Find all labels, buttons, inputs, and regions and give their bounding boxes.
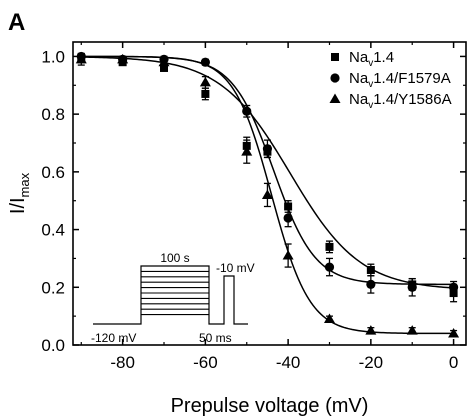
x-tick-label: 0 bbox=[449, 353, 458, 372]
data-point-triangle bbox=[365, 325, 377, 335]
data-point-square bbox=[160, 63, 169, 72]
data-point-triangle bbox=[282, 250, 294, 260]
data-point-triangle bbox=[448, 327, 460, 338]
fit-curve-square bbox=[81, 56, 454, 289]
y-tick-label: 0.0 bbox=[41, 336, 65, 355]
data-point-circle bbox=[242, 106, 252, 116]
legend-label-rest: 1.4 bbox=[373, 49, 394, 66]
y-axis-title-sub: max bbox=[17, 172, 32, 197]
y-axis-title: I/Imax bbox=[7, 172, 32, 214]
plot-frame bbox=[72, 41, 467, 346]
legend-marker-triangle bbox=[329, 93, 341, 103]
legend-label-subscript: v bbox=[368, 79, 373, 90]
data-point-triangle bbox=[406, 325, 418, 335]
y-tick-label: 0.4 bbox=[41, 221, 65, 240]
data-point-square bbox=[201, 89, 210, 98]
data-point-circle bbox=[366, 279, 376, 289]
data-point-triangle bbox=[158, 56, 170, 67]
axes: -80 -60 -40 -20 0 0.0 0.2 0.4 0.6 0.8 1.0 Prepulse … bbox=[7, 42, 466, 417]
data-point-square bbox=[325, 242, 334, 251]
legend-label-rest: 1.4/Y1586A bbox=[373, 91, 451, 108]
inset-step-duration: 100 s bbox=[160, 251, 189, 265]
data-point-circle bbox=[283, 213, 293, 223]
inset-gap-duration: 50 ms bbox=[199, 331, 232, 345]
x-tick-label: -20 bbox=[359, 353, 384, 372]
data-point-circle bbox=[200, 57, 210, 67]
legend-label-base: Na bbox=[349, 91, 369, 108]
legend-label: Nav1.4/Y1586A bbox=[349, 91, 452, 111]
legend-label: Nav1.4/F1579A bbox=[349, 70, 451, 90]
data-point-triangle bbox=[199, 76, 211, 87]
legend-label-subscript: v bbox=[368, 100, 373, 111]
data-points bbox=[75, 51, 460, 338]
legend-marker-square bbox=[331, 53, 339, 61]
data-point-triangle bbox=[117, 53, 129, 64]
x-axis-title: Prepulse voltage (mV) bbox=[171, 395, 369, 417]
legend-label-base: Na bbox=[349, 49, 369, 66]
data-point-circle bbox=[448, 282, 459, 292]
chart-frame bbox=[72, 41, 467, 346]
inset-test-potential: -10 mV bbox=[216, 261, 255, 275]
fit-curve-triangle bbox=[81, 55, 454, 335]
legend-label-subscript: v bbox=[368, 58, 373, 69]
data-point-square bbox=[284, 202, 293, 211]
data-point-triangle bbox=[323, 313, 335, 324]
x-tick-label: -60 bbox=[193, 353, 218, 372]
protocol-trace bbox=[93, 265, 248, 325]
data-point-triangle bbox=[261, 189, 273, 199]
y-tick-label: 0.2 bbox=[41, 278, 65, 297]
y-tick-label: 0.8 bbox=[41, 105, 65, 124]
legend-label-base: Na bbox=[349, 70, 369, 87]
data-point-triangle bbox=[75, 53, 87, 64]
legend-label-rest: 1.4/F1579A bbox=[373, 70, 451, 87]
data-point-circle bbox=[407, 282, 417, 292]
data-point-triangle bbox=[241, 146, 253, 156]
x-tick-label: -40 bbox=[276, 353, 301, 372]
panel-label: A bbox=[8, 9, 25, 36]
y-tick-label: 0.6 bbox=[41, 163, 65, 182]
voltage-protocol-inset: 100 s -10 mV -120 mV 50 ms bbox=[91, 251, 255, 345]
x-tick-label: -80 bbox=[110, 353, 135, 372]
y-axis-title-main: I/I bbox=[7, 197, 29, 214]
inset-holding-potential: -120 mV bbox=[91, 331, 136, 345]
data-point-square bbox=[366, 265, 375, 274]
y-tick-label: 1.0 bbox=[41, 47, 65, 66]
legend-marker-circle bbox=[330, 73, 340, 83]
data-point-circle bbox=[262, 144, 273, 154]
legend-label: Nav1.4 bbox=[349, 49, 394, 69]
data-point-circle bbox=[324, 262, 335, 272]
